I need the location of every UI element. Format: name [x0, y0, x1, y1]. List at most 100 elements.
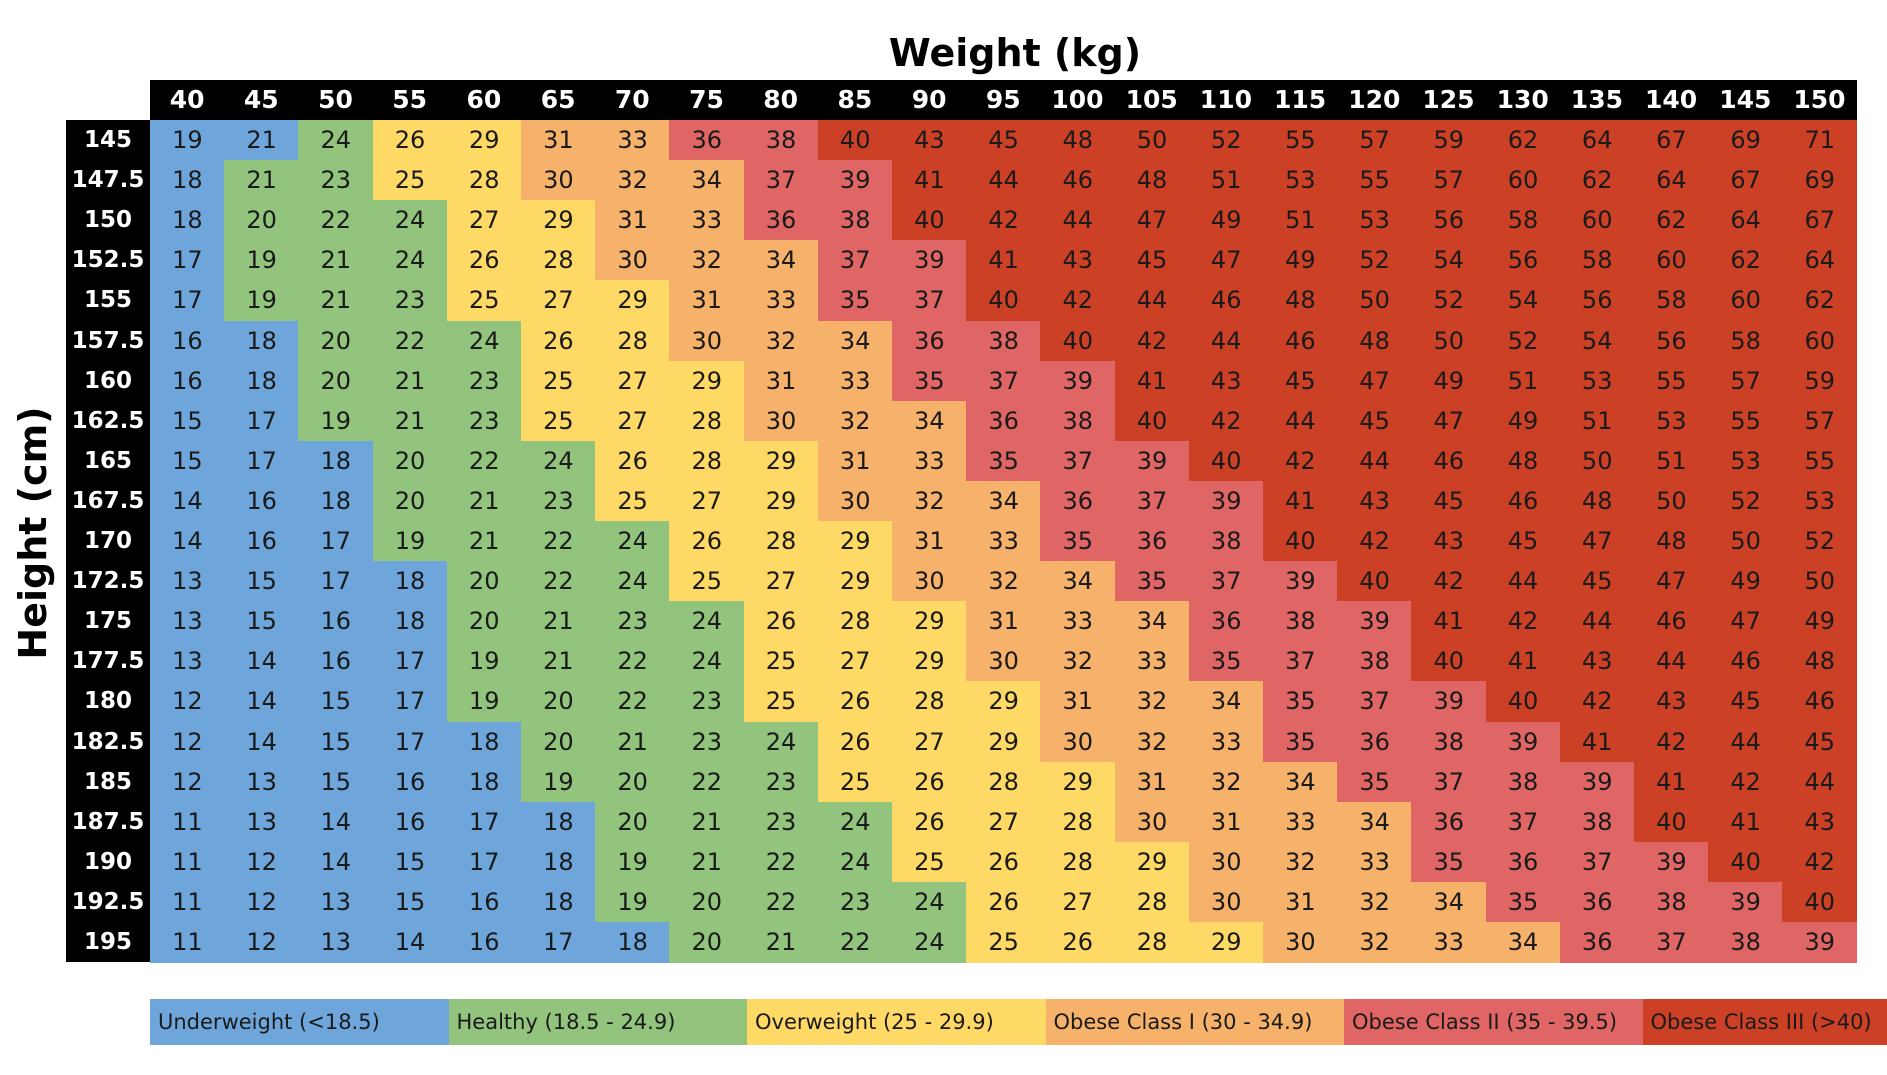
bmi-cell: 52: [1782, 521, 1858, 562]
bmi-cell: 47: [1559, 521, 1635, 562]
bmi-cell: 43: [1559, 641, 1635, 682]
bmi-cell: 21: [372, 400, 448, 442]
bmi-cell: 30: [1188, 841, 1264, 883]
legend-item: Obese Class II (35 - 39.5): [1344, 999, 1643, 1045]
bmi-cell: 42: [1708, 761, 1783, 803]
bmi-cell: 50: [1782, 561, 1858, 602]
weight-header-135: 135: [1559, 80, 1634, 120]
bmi-cell: 37: [1040, 440, 1116, 482]
bmi-cell: 35: [1485, 881, 1561, 923]
bmi-cell: 18: [521, 881, 596, 923]
bmi-cell: 21: [298, 240, 374, 281]
bmi-cell: 53: [1559, 360, 1635, 402]
bmi-cell: 21: [224, 120, 299, 161]
bmi-cell: 39: [1782, 922, 1858, 963]
bmi-cell: 43: [1040, 240, 1116, 281]
bmi-cell: 18: [298, 480, 374, 522]
bmi-cell: 12: [224, 922, 299, 963]
weight-header-70: 70: [595, 80, 670, 120]
bmi-cell: 47: [1188, 240, 1264, 281]
bmi-cell: 28: [1040, 841, 1116, 883]
bmi-cell: 32: [817, 400, 893, 442]
weight-header-55: 55: [372, 80, 447, 120]
bmi-cell: 46: [1188, 280, 1264, 322]
bmi-cell: 56: [1411, 200, 1487, 241]
bmi-cell: 31: [892, 521, 967, 562]
bmi-cell: 62: [1782, 280, 1858, 322]
bmi-cell: 26: [966, 881, 1041, 923]
bmi-cell: 17: [224, 440, 299, 482]
bmi-cell: 36: [1114, 521, 1190, 562]
bmi-cell: 24: [892, 922, 967, 963]
bmi-cell: 44: [1782, 761, 1858, 803]
bmi-cell: 37: [892, 280, 967, 322]
bmi-cell: 29: [743, 440, 819, 482]
bmi-cell: 40: [1708, 841, 1783, 883]
bmi-cell: 26: [966, 841, 1041, 883]
bmi-cell: 32: [1337, 881, 1412, 923]
bmi-cell: 14: [150, 521, 225, 562]
bmi-cell: 48: [1040, 120, 1116, 161]
bmi-cell: 45: [1114, 240, 1190, 281]
bmi-cell: 28: [595, 320, 670, 362]
bmi-cell: 37: [1485, 801, 1561, 843]
bmi-cell: 40: [1263, 521, 1338, 562]
bmi-cell: 18: [595, 922, 670, 963]
bmi-cell: 41: [966, 240, 1041, 281]
bmi-cell: 17: [521, 922, 596, 963]
bmi-cell: 44: [966, 160, 1041, 201]
bmi-cell: 22: [372, 320, 448, 362]
bmi-cell: 34: [1263, 761, 1338, 803]
bmi-cell: 13: [298, 922, 374, 963]
bmi-cell: 26: [743, 601, 819, 642]
height-header-165: 165: [66, 440, 150, 481]
bmi-cell: 15: [224, 561, 299, 602]
bmi-cell: 31: [1114, 761, 1190, 803]
bmi-cell: 41: [1263, 480, 1338, 522]
bmi-cell: 43: [892, 120, 967, 161]
bmi-cell: 22: [298, 200, 374, 241]
bmi-cell: 27: [1040, 881, 1116, 923]
bmi-cell: 18: [150, 200, 225, 241]
bmi-cell: 44: [1188, 320, 1264, 362]
bmi-cell: 34: [1040, 561, 1116, 602]
bmi-cell: 53: [1708, 440, 1783, 482]
bmi-cell: 64: [1559, 120, 1635, 161]
bmi-cell: 20: [224, 200, 299, 241]
bmi-cell: 14: [224, 641, 299, 682]
bmi-cell: 22: [595, 681, 670, 723]
bmi-cell: 19: [372, 521, 448, 562]
bmi-cell: 35: [1040, 521, 1116, 562]
bmi-cell: 29: [1114, 841, 1190, 883]
bmi-cell: 23: [817, 881, 893, 923]
bmi-cell: 19: [224, 240, 299, 281]
bmi-cell: 27: [669, 480, 745, 522]
height-header-192.5: 192.5: [66, 881, 150, 922]
bmi-cell: 46: [1485, 480, 1561, 522]
bmi-cell: 62: [1708, 240, 1783, 281]
bmi-cell: 39: [1411, 681, 1487, 723]
bmi-cell: 48: [1114, 160, 1190, 201]
weight-header-65: 65: [521, 80, 596, 120]
bmi-cell: 33: [1411, 922, 1487, 963]
bmi-cell: 26: [446, 240, 522, 281]
bmi-cell: 44: [1634, 641, 1709, 682]
bmi-cell: 20: [669, 922, 745, 963]
bmi-cell: 36: [1337, 721, 1412, 763]
bmi-cell: 47: [1114, 200, 1190, 241]
bmi-cell: 55: [1337, 160, 1412, 201]
bmi-cell: 38: [1708, 922, 1783, 963]
bmi-cell: 18: [521, 841, 596, 883]
bmi-cell: 24: [817, 841, 893, 883]
bmi-cell: 13: [150, 601, 225, 642]
bmi-cell: 27: [595, 400, 670, 442]
bmi-cell: 48: [1559, 480, 1635, 522]
weight-header-60: 60: [446, 80, 521, 120]
bmi-cell: 27: [892, 721, 967, 763]
bmi-cell: 19: [224, 280, 299, 322]
bmi-cell: 30: [966, 641, 1041, 682]
bmi-cell: 21: [521, 601, 596, 642]
bmi-cell: 27: [521, 280, 596, 322]
bmi-cell: 30: [1114, 801, 1190, 843]
bmi-cell: 18: [446, 761, 522, 803]
